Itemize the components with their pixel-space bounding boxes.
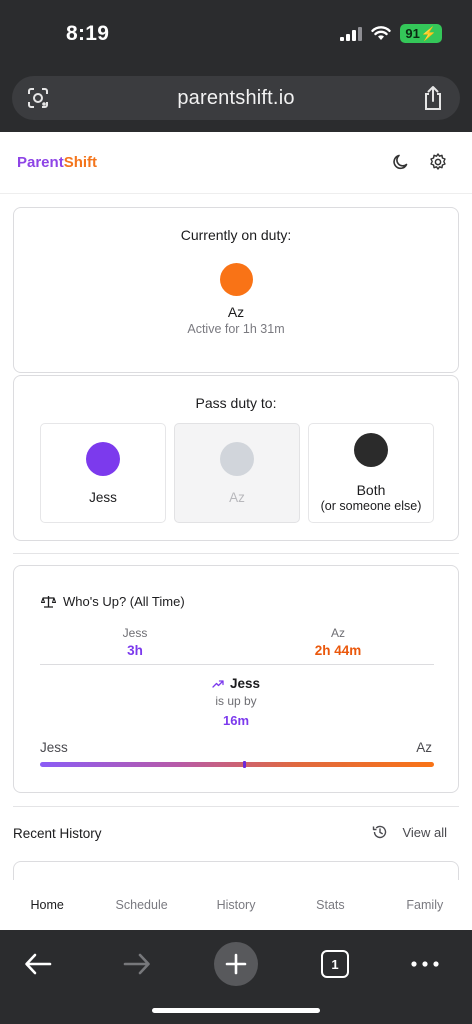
whos-up-title-row: Who's Up? (All Time) xyxy=(41,594,185,609)
both-avatar xyxy=(354,433,388,467)
plus-icon xyxy=(225,953,247,975)
stat-az: Az 2h 44m xyxy=(243,626,433,658)
on-duty-active-time: Active for 1h 31m xyxy=(187,322,285,336)
leader-name: Jess xyxy=(229,676,261,691)
tab-schedule[interactable]: Schedule xyxy=(115,898,168,912)
pass-to-jess-button[interactable]: Jess xyxy=(40,423,166,523)
pass-duty-card: Pass duty to: Jess Az Both (or someone e… xyxy=(13,375,459,541)
tab-family[interactable]: Family xyxy=(406,898,444,912)
scale-icon xyxy=(41,595,56,608)
tab-count-box: 1 xyxy=(321,950,349,978)
charging-icon: ⚡ xyxy=(420,26,437,41)
url-text[interactable]: parentshift.io xyxy=(177,86,295,109)
whos-up-title: Who's Up? (All Time) xyxy=(63,594,185,609)
stat-name: Az xyxy=(330,626,345,640)
pass-to-both-button[interactable]: Both (or someone else) xyxy=(308,423,434,523)
battery-indicator: 91 ⚡ xyxy=(400,24,442,43)
browser-bottom-chrome: 1 xyxy=(0,930,472,1024)
app-logo[interactable]: ParentShift xyxy=(17,154,97,171)
stats-separator xyxy=(40,664,434,665)
option-label: Az xyxy=(229,490,245,505)
battery-level: 91 xyxy=(405,26,420,41)
option-label: Jess xyxy=(89,490,117,505)
recent-history-title: Recent History xyxy=(13,826,102,841)
more-button[interactable] xyxy=(403,942,447,986)
logo-part-1: Parent xyxy=(17,154,64,171)
moon-icon[interactable] xyxy=(391,152,411,172)
wifi-icon xyxy=(371,26,392,40)
stat-jess: Jess 3h xyxy=(40,626,230,658)
on-duty-title: Currently on duty: xyxy=(180,227,292,243)
tabs-button[interactable]: 1 xyxy=(313,942,357,986)
share-icon[interactable] xyxy=(422,85,444,111)
home-indicator xyxy=(152,1008,320,1013)
stat-name: Jess xyxy=(122,626,148,640)
stat-value: 2h 44m xyxy=(314,643,362,658)
on-duty-name: Az xyxy=(227,304,245,320)
status-time: 8:19 xyxy=(66,22,110,45)
tab-home[interactable]: Home xyxy=(30,898,64,912)
view-all-link[interactable]: View all xyxy=(372,824,447,840)
url-bar[interactable]: parentshift.io xyxy=(12,76,460,120)
balance-marker xyxy=(243,761,247,768)
tab-count: 1 xyxy=(331,956,339,972)
signal-icon xyxy=(340,26,363,41)
bottom-tab-bar: Home Schedule History Stats Family xyxy=(0,880,472,930)
gear-icon[interactable] xyxy=(428,152,448,172)
bar-right-label: Az xyxy=(416,740,432,755)
section-divider xyxy=(13,553,459,554)
on-duty-card: Currently on duty: Az Active for 1h 31m xyxy=(13,207,459,373)
option-label: Both xyxy=(356,482,386,498)
logo-part-2: Shift xyxy=(63,154,98,171)
section-divider xyxy=(13,806,459,807)
tab-stats[interactable]: Stats xyxy=(316,898,345,912)
trending-up-icon xyxy=(212,679,224,688)
leader-diff: 16m xyxy=(222,713,250,728)
plus-circle xyxy=(214,942,258,986)
balance-bar xyxy=(40,761,434,768)
on-duty-avatar xyxy=(220,263,253,296)
whos-up-card: Who's Up? (All Time) Jess 3h Az 2h 44m J… xyxy=(13,565,459,793)
tab-history[interactable]: History xyxy=(216,898,256,912)
pass-to-az-button: Az xyxy=(174,423,300,523)
arrow-left-icon xyxy=(25,953,52,975)
browser-top-chrome: 8:19 91 ⚡ parentshift.io xyxy=(0,0,472,132)
leader-sub: is up by xyxy=(215,694,257,708)
lens-scan-icon[interactable] xyxy=(26,86,50,110)
leader-row: Jess xyxy=(14,676,458,691)
more-dots-icon xyxy=(411,961,439,967)
bar-left-label: Jess xyxy=(40,740,68,755)
back-button[interactable] xyxy=(16,942,60,986)
stat-value: 3h xyxy=(127,643,143,658)
app-header: ParentShift xyxy=(0,132,472,194)
arrow-right-icon xyxy=(123,953,150,975)
forward-button[interactable] xyxy=(115,942,159,986)
option-sub-label: (or someone else) xyxy=(320,499,422,513)
jess-avatar xyxy=(86,442,120,476)
view-all-label[interactable]: View all xyxy=(402,824,447,840)
pass-duty-title: Pass duty to: xyxy=(195,395,277,411)
history-card-partial xyxy=(13,861,459,891)
history-icon xyxy=(373,825,387,839)
az-avatar xyxy=(220,442,254,476)
status-icons: 91 ⚡ xyxy=(340,24,442,43)
new-tab-button[interactable] xyxy=(214,942,258,986)
